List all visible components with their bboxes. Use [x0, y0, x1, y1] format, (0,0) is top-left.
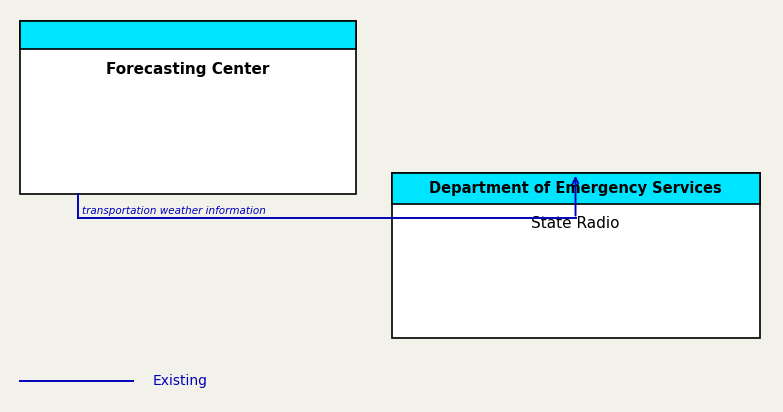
Bar	[20, 21, 356, 49]
Text: State Radio: State Radio	[531, 216, 620, 231]
Bar	[392, 173, 760, 338]
Bar	[392, 173, 760, 204]
Text: transportation weather information: transportation weather information	[82, 206, 266, 216]
Text: Department of Emergency Services: Department of Emergency Services	[429, 181, 722, 196]
Bar	[20, 21, 356, 194]
Text: Existing: Existing	[153, 374, 207, 388]
Text: Forecasting Center: Forecasting Center	[106, 62, 269, 77]
